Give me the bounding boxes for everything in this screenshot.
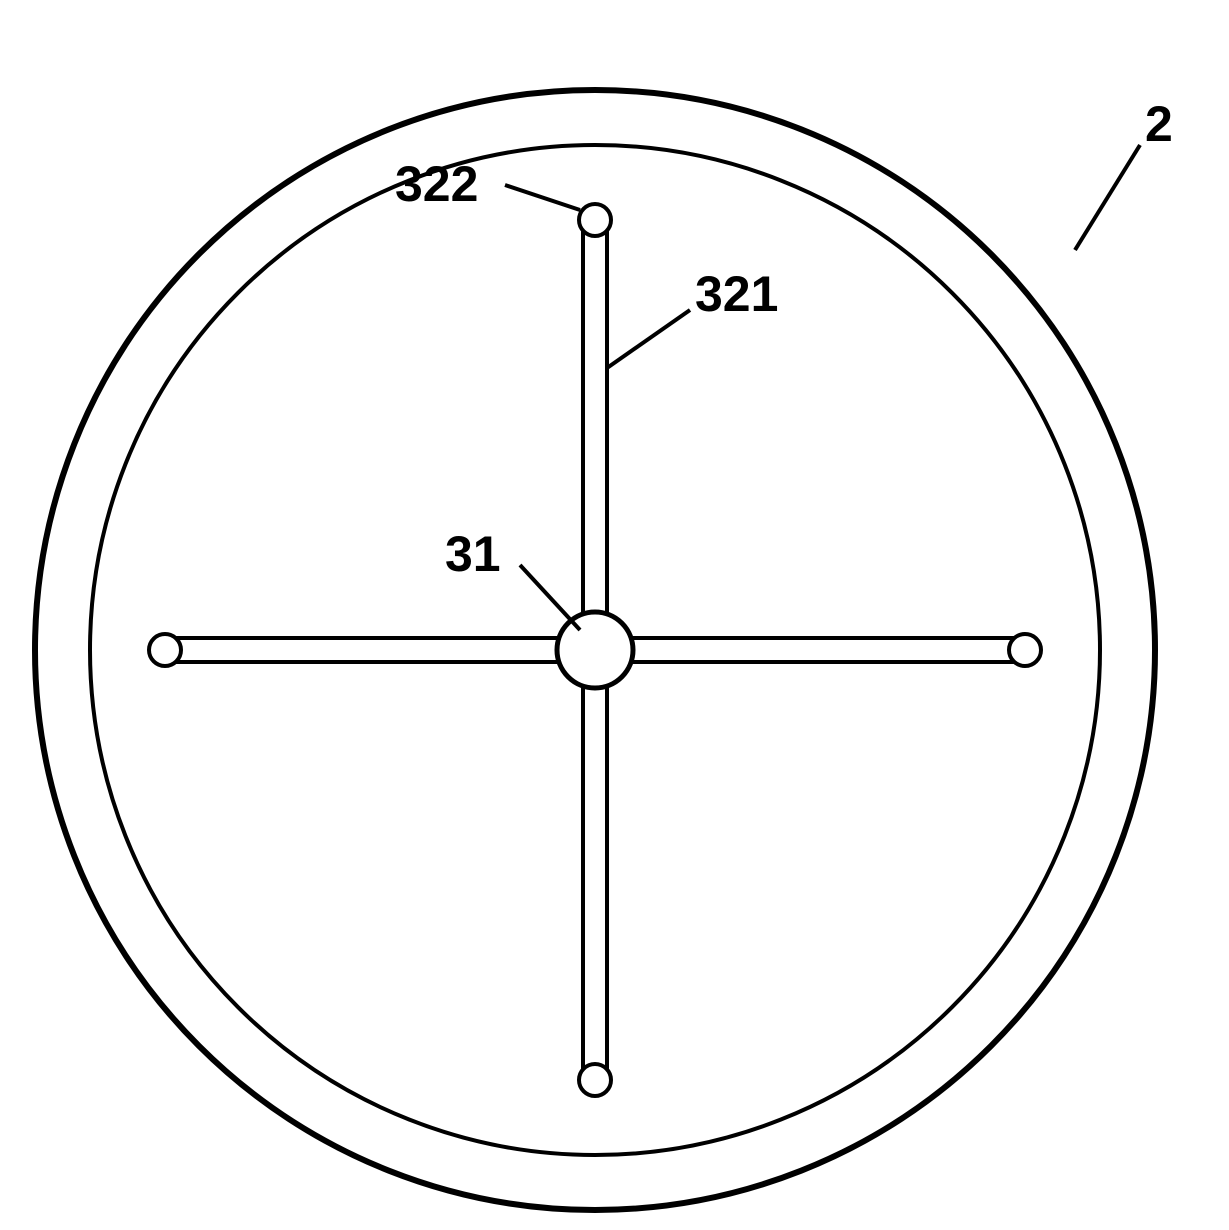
arm-left	[149, 634, 559, 666]
leader-line-2	[1075, 145, 1140, 250]
label-322: 322	[395, 155, 478, 213]
technical-diagram	[0, 0, 1229, 1230]
arm-bottom-end-circle	[579, 1064, 611, 1096]
arm-top	[579, 204, 611, 614]
arm-top-end-circle	[579, 204, 611, 236]
label-321: 321	[695, 265, 778, 323]
arm-left-end-circle	[149, 634, 181, 666]
leader-line-322	[505, 185, 580, 210]
arm-right	[631, 634, 1041, 666]
label-31: 31	[445, 525, 501, 583]
label-2: 2	[1145, 95, 1173, 153]
arm-bottom	[579, 686, 611, 1096]
leader-line-321	[607, 310, 690, 368]
hub-circle	[557, 612, 633, 688]
leader-line-31	[520, 565, 580, 630]
arm-right-end-circle	[1009, 634, 1041, 666]
